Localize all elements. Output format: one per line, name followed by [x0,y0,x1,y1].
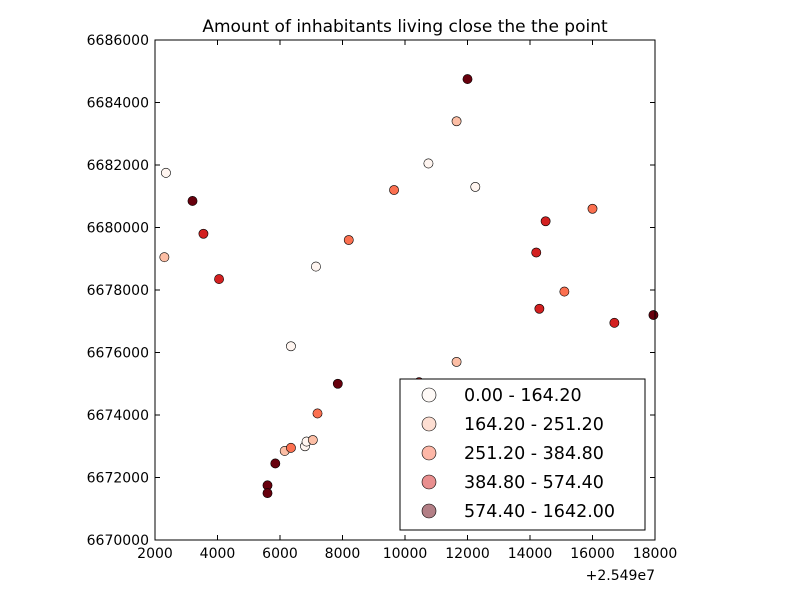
data-point [531,247,542,258]
data-point [159,252,170,263]
y-tick-label: 6676000 [87,346,149,362]
legend-marker [421,503,437,519]
data-point [648,310,659,320]
data-point [389,185,399,195]
legend-item: 0.00 - 164.20 [421,386,582,406]
legend-label: 574.40 - 1642.00 [464,502,615,522]
y-tick-label: 6678000 [87,283,149,299]
legend-label: 164.20 - 251.20 [464,415,604,435]
legend-marker [421,387,437,403]
legend-item: 574.40 - 1642.00 [421,502,615,522]
axis-ticks: 2000 4000 6000 8000 10000 12000 14000 16000 1800… [87,33,678,562]
data-point [423,158,434,169]
data-point [609,317,620,328]
y-tick-label: 6672000 [87,471,149,487]
data-point [214,274,224,284]
data-point [198,228,209,239]
data-point [187,196,198,206]
legend-marker [421,416,437,432]
chart-title: Amount of inhabitants living close the t… [202,17,608,37]
legend-item: 384.80 - 574.40 [421,473,604,493]
data-point [286,341,296,352]
x-tick-label: 4000 [200,546,236,562]
data-point [451,356,462,367]
data-point [470,181,481,192]
legend-label: 384.80 - 574.40 [464,473,604,493]
data-point [343,235,354,245]
x-tick-label: 10000 [383,546,428,562]
x-tick-label: 12000 [445,546,490,562]
y-tick-label: 6670000 [87,533,149,549]
data-point [312,408,323,419]
x-tick-label: 2000 [137,546,173,562]
x-tick-label: 6000 [262,546,298,562]
data-point [311,261,321,272]
data-point [270,458,281,469]
data-point [462,74,473,84]
y-tick-label: 6680000 [87,221,149,237]
data-point [587,203,598,214]
points-layer [159,74,659,499]
legend-marker [421,445,437,461]
data-point [307,435,318,445]
legend: 0.00 - 164.20 164.20 - 251.20 251.20 - 384… [399,378,646,531]
data-point [451,116,462,127]
data-point [332,378,343,389]
y-tick-label: 6686000 [87,33,149,49]
legend-marker [421,474,437,490]
x-offset-label: +2.549e7 [586,568,655,584]
data-point [161,167,171,178]
x-tick-label: 8000 [325,546,361,562]
data-point [286,442,296,453]
legend-item: 164.20 - 251.20 [421,415,604,435]
x-tick-label: 14000 [508,546,553,562]
legend-label: 251.20 - 384.80 [464,444,604,464]
y-tick-label: 6682000 [87,158,149,174]
x-tick-label: 16000 [570,546,615,562]
y-tick-label: 6674000 [87,408,149,424]
legend-item: 251.20 - 384.80 [421,444,604,464]
data-point [534,303,545,314]
legend-items: 0.00 - 164.20 164.20 - 251.20 251.20 - 384… [421,386,615,522]
x-tick-label: 18000 [633,546,678,562]
legend-label: 0.00 - 164.20 [464,386,582,406]
y-tick-label: 6684000 [87,96,149,112]
data-point [540,216,551,227]
data-point [262,488,273,499]
legend-box [399,378,646,531]
data-point [559,286,570,297]
